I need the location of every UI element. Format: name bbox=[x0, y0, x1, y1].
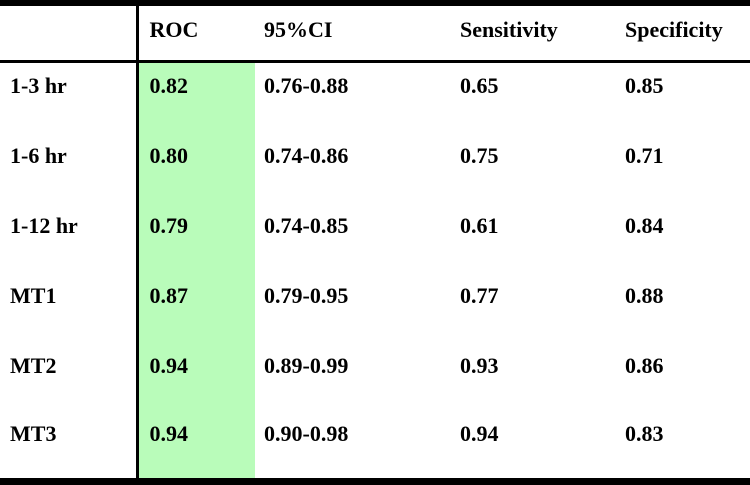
ci-value-cell: 0.74-0.86 bbox=[264, 142, 349, 168]
roc-value-cell: 0.94 bbox=[137, 411, 255, 482]
sensitivity-value-cell: 0.77 bbox=[460, 282, 499, 308]
sensitivity-value-cell: 0.65 bbox=[460, 73, 499, 99]
header-cell-ci: 95%CI bbox=[255, 3, 445, 63]
sensitivity-value-cell: 0.93 bbox=[460, 352, 499, 378]
ci-value-cell: 0.79-0.95 bbox=[264, 282, 349, 308]
roc-value-cell: 0.80 bbox=[137, 131, 255, 202]
specificity-value-cell: 0.84 bbox=[625, 212, 664, 238]
header-cell-roc: ROC bbox=[137, 3, 255, 63]
table-row: MT1 0.87 0.79-0.95 0.77 0.88 bbox=[0, 271, 750, 342]
header-cell-sensitivity: Sensitivity bbox=[445, 3, 615, 63]
table-row: 1-6 hr 0.80 0.74-0.86 0.75 0.71 bbox=[0, 131, 750, 202]
roc-value-cell: 0.79 bbox=[137, 201, 255, 272]
header-row: ROC 95%CI Sensitivity Specificity bbox=[0, 3, 750, 63]
roc-value-cell: 0.87 bbox=[137, 271, 255, 342]
table-row: 1-12 hr 0.79 0.74-0.85 0.61 0.84 bbox=[0, 201, 750, 272]
row-label-cell: MT1 bbox=[0, 271, 139, 342]
row-label-cell: MT3 bbox=[0, 411, 139, 482]
roc-value-cell: 0.82 bbox=[137, 61, 255, 132]
specificity-value-cell: 0.86 bbox=[625, 352, 664, 378]
row-label-cell: 1-12 hr bbox=[0, 201, 139, 272]
table-row: MT2 0.94 0.89-0.99 0.93 0.86 bbox=[0, 341, 750, 412]
specificity-value-cell: 0.85 bbox=[625, 73, 664, 99]
ci-value-cell: 0.89-0.99 bbox=[264, 352, 349, 378]
ci-value-cell: 0.90-0.98 bbox=[264, 421, 349, 447]
header-cell-rowlabel bbox=[0, 3, 139, 63]
specificity-value-cell: 0.83 bbox=[625, 421, 664, 447]
ci-value-cell: 0.76-0.88 bbox=[264, 73, 349, 99]
sensitivity-value-cell: 0.61 bbox=[460, 212, 499, 238]
ci-value-cell: 0.74-0.85 bbox=[264, 212, 349, 238]
header-cell-specificity: Specificity bbox=[615, 3, 750, 63]
roc-value-cell: 0.94 bbox=[137, 341, 255, 412]
specificity-value-cell: 0.88 bbox=[625, 282, 664, 308]
table-row: 1-3 hr 0.82 0.76-0.88 0.65 0.85 bbox=[0, 61, 750, 132]
table-row: MT3 0.94 0.90-0.98 0.94 0.83 bbox=[0, 411, 750, 482]
specificity-value-cell: 0.71 bbox=[625, 142, 664, 168]
sensitivity-value-cell: 0.94 bbox=[460, 421, 499, 447]
sensitivity-value-cell: 0.75 bbox=[460, 142, 499, 168]
row-label-cell: 1-3 hr bbox=[0, 61, 139, 132]
row-label-cell: MT2 bbox=[0, 341, 139, 412]
row-label-cell: 1-6 hr bbox=[0, 131, 139, 202]
